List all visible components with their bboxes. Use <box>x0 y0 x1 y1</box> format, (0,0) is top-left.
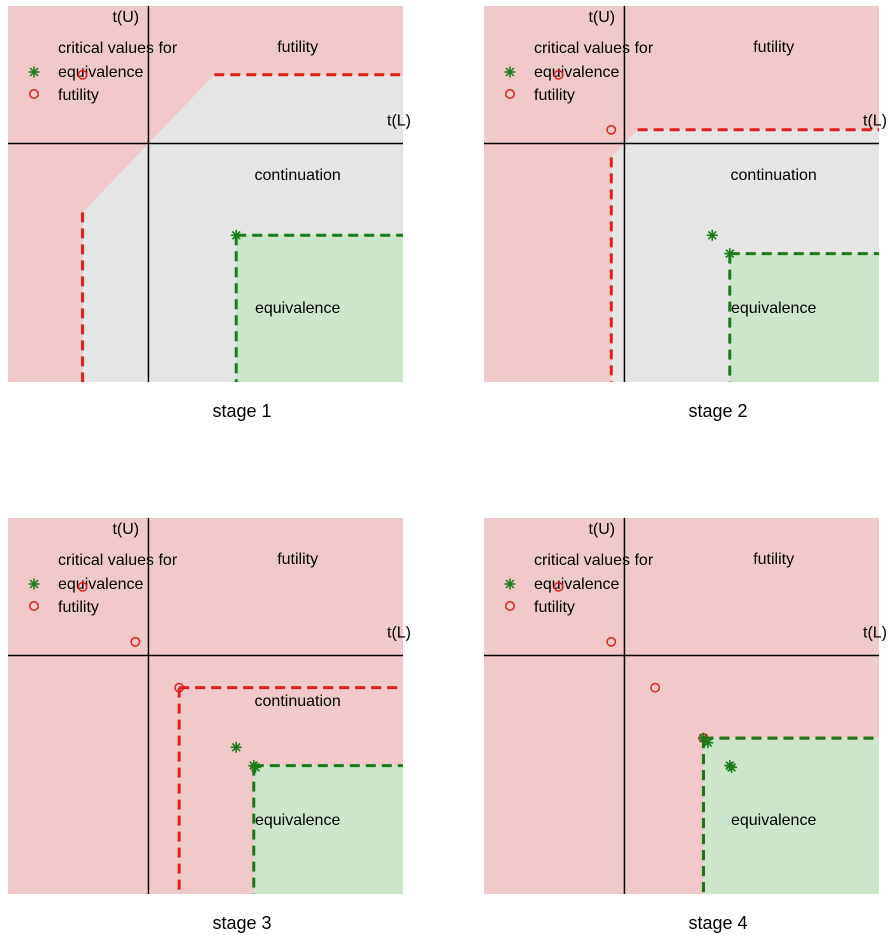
futility-point <box>606 636 617 647</box>
legend: critical values for equivalence futility <box>28 552 178 616</box>
legend-futility-label: futility <box>534 87 575 104</box>
legend-equivalence-label: equivalence <box>58 64 144 81</box>
futility-region-label: futility <box>277 551 318 568</box>
legend-futility-marker <box>29 89 39 99</box>
stage-caption: stage 4 <box>688 913 747 933</box>
legend: critical values for equivalence futility <box>28 40 178 104</box>
legend-futility-marker <box>505 89 515 99</box>
futility-point <box>606 124 617 135</box>
panel-stage-3: t(L)t(U)futilitycontinuationequivalencec… <box>8 518 411 933</box>
stage-caption: stage 1 <box>212 401 271 421</box>
equivalence-region <box>253 765 403 894</box>
equivalence-point <box>724 248 736 260</box>
continuation-region-label: continuation <box>255 167 341 184</box>
x-axis-label: t(L) <box>387 625 411 642</box>
legend-title: critical values for <box>534 552 654 569</box>
panel-stage-1: t(L)t(U)futilitycontinuationequivalencec… <box>8 6 411 421</box>
legend-equivalence-label: equivalence <box>58 576 144 593</box>
equivalence-region <box>703 738 879 894</box>
legend-futility-marker <box>505 601 515 611</box>
equivalence-region-label: equivalence <box>731 300 817 317</box>
legend-equivalence-marker <box>28 66 40 78</box>
legend-futility-marker <box>29 601 39 611</box>
futility-point <box>553 581 564 592</box>
futility-region-label: futility <box>753 551 794 568</box>
legend-equivalence-marker <box>504 66 516 78</box>
equivalence-point <box>230 741 242 753</box>
legend-futility-label: futility <box>534 599 575 616</box>
panel-stage-2: t(L) t(U) futility continuation equivalence c… <box>484 6 887 421</box>
y-axis-label: t(U) <box>588 9 615 26</box>
legend-equivalence-marker <box>504 578 516 590</box>
x-axis-label: t(L) <box>863 625 887 642</box>
futility-point <box>130 636 141 647</box>
futility-point <box>77 581 88 592</box>
equivalence-region <box>729 253 879 382</box>
equivalence-region-label: equivalence <box>731 812 817 829</box>
continuation-region-label: continuation <box>731 167 817 184</box>
stage-caption: stage 3 <box>212 913 271 933</box>
equivalence-point <box>706 229 718 241</box>
futility-point <box>77 69 88 80</box>
equivalence-point <box>230 229 242 241</box>
equivalence-point <box>697 732 709 744</box>
equivalence-region-label: equivalence <box>255 812 341 829</box>
y-axis-label: t(U) <box>588 521 615 538</box>
equivalence-point <box>250 761 262 773</box>
y-axis-label: t(U) <box>112 521 139 538</box>
equivalence-region <box>236 235 403 382</box>
continuation-region-label: continuation <box>255 693 341 710</box>
futility-point <box>553 69 564 80</box>
x-axis-label: t(L) <box>863 113 887 130</box>
legend-equivalence-label: equivalence <box>534 576 620 593</box>
futility-point <box>650 682 661 693</box>
legend-equivalence-marker <box>28 578 40 590</box>
futility-region-label: futility <box>277 39 318 56</box>
equivalence-region-label: equivalence <box>255 300 341 317</box>
legend-futility-label: futility <box>58 87 99 104</box>
y-axis-label: t(U) <box>112 9 139 26</box>
futility-point <box>174 682 185 693</box>
legend-futility-label: futility <box>58 599 99 616</box>
legend-title: critical values for <box>58 552 178 569</box>
stage-caption: stage 2 <box>688 401 747 421</box>
x-axis-label: t(L) <box>387 113 411 130</box>
legend-title: critical values for <box>58 40 178 57</box>
legend: critical values for equivalence futility <box>504 552 654 616</box>
equivalence-point <box>726 761 738 773</box>
equivalence-point <box>702 737 714 749</box>
futility-region-label: futility <box>753 39 794 56</box>
legend-equivalence-label: equivalence <box>534 64 620 81</box>
legend-title: critical values for <box>534 40 654 57</box>
